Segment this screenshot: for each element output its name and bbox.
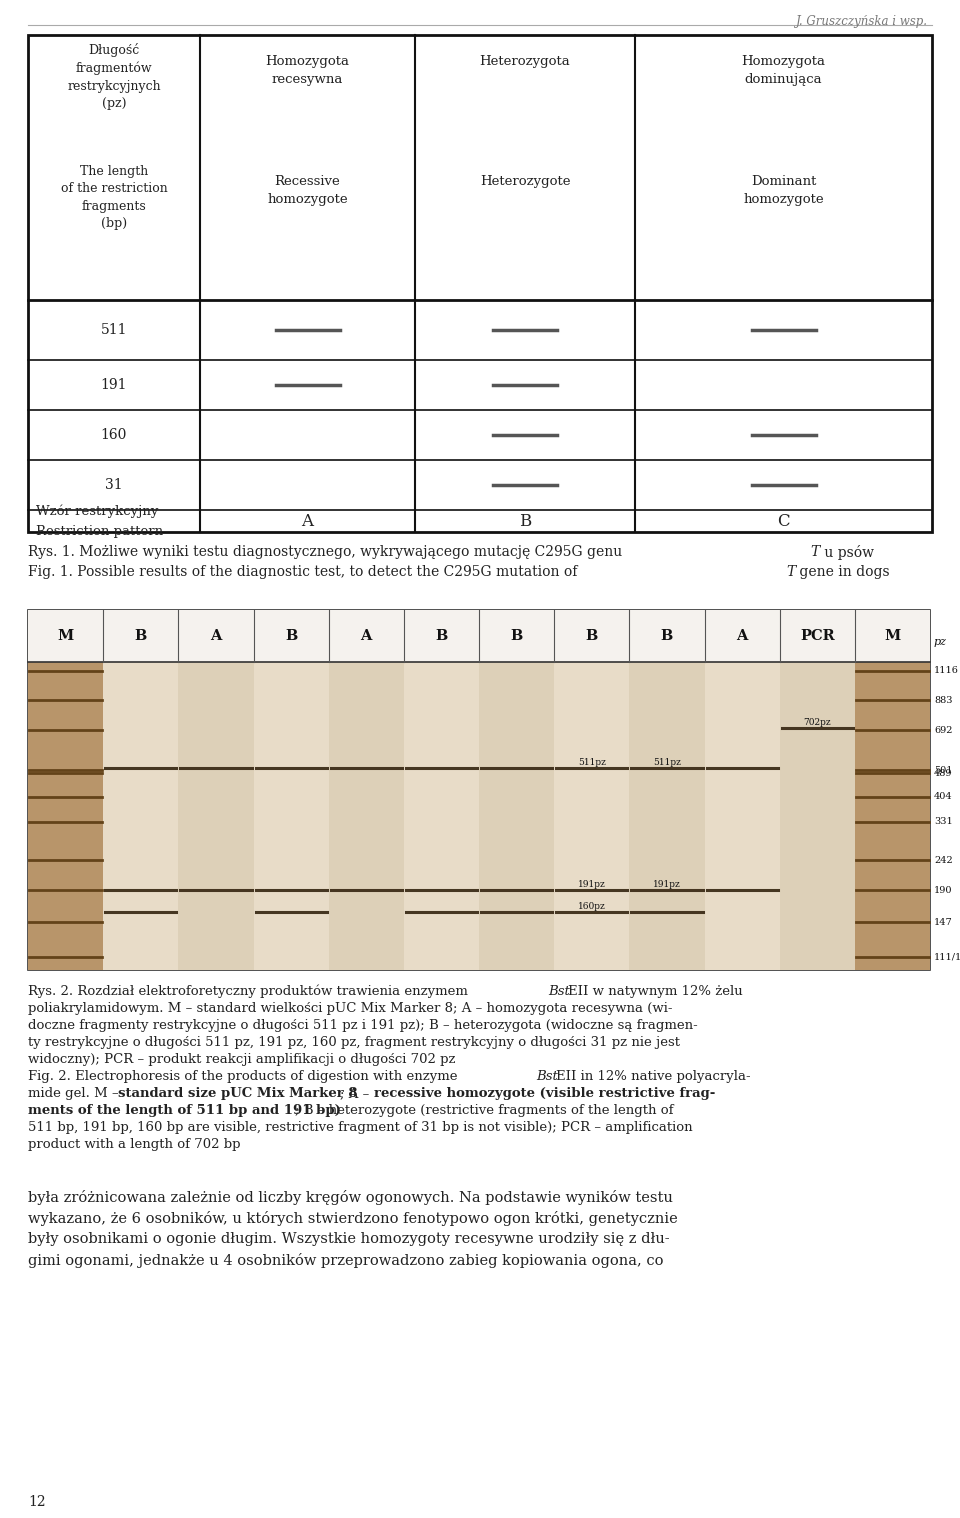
Text: 191: 191 <box>101 378 128 392</box>
Text: ty restrykcyjne o długości 511 pz, 191 pz, 160 pz, fragment restrykcyjny o długo: ty restrykcyjne o długości 511 pz, 191 p… <box>28 1035 680 1049</box>
Text: 242: 242 <box>934 856 952 865</box>
Text: 147: 147 <box>934 918 952 927</box>
Text: 111/110: 111/110 <box>934 953 960 961</box>
Text: B: B <box>511 628 522 644</box>
Text: 190: 190 <box>934 887 952 896</box>
Text: 1116: 1116 <box>934 666 959 676</box>
Text: ; A –: ; A – <box>340 1087 373 1101</box>
Text: u psów: u psów <box>820 545 874 560</box>
Text: 489: 489 <box>934 768 952 777</box>
Text: pz: pz <box>934 638 947 647</box>
Text: ments of the length of 511 bp and 191 bp): ments of the length of 511 bp and 191 bp… <box>28 1104 341 1117</box>
Text: C: C <box>778 513 790 530</box>
Text: B: B <box>134 628 147 644</box>
Text: product with a length of 702 bp: product with a length of 702 bp <box>28 1138 241 1151</box>
Text: 511pz: 511pz <box>653 757 681 767</box>
Text: Homozygota
dominująca: Homozygota dominująca <box>741 55 826 85</box>
Text: były osobnikami o ogonie długim. Wszystkie homozygoty recesywne urodziły się z d: były osobnikami o ogonie długim. Wszystk… <box>28 1233 670 1246</box>
Text: T: T <box>786 565 795 578</box>
Text: A: A <box>361 628 372 644</box>
Bar <box>253 662 328 970</box>
Text: wykazano, że 6 osobników, u których stwierdzono fenotypowo ogon krótki, genetycz: wykazano, że 6 osobników, u których stwi… <box>28 1211 678 1227</box>
Text: Bst: Bst <box>548 985 570 997</box>
Bar <box>28 662 103 970</box>
Text: 501: 501 <box>934 765 952 774</box>
Text: Recessive
homozygote: Recessive homozygote <box>267 175 348 205</box>
Text: A: A <box>301 513 314 530</box>
Text: 404: 404 <box>934 792 952 802</box>
Text: 331: 331 <box>934 817 952 826</box>
Text: A: A <box>736 628 748 644</box>
Text: PCR: PCR <box>800 628 834 644</box>
Text: Heterozygota: Heterozygota <box>480 55 570 68</box>
Text: standard size pUC Mix Marker 8: standard size pUC Mix Marker 8 <box>118 1087 357 1101</box>
Text: T: T <box>810 545 819 559</box>
Text: była zróżnicowana zależnie od liczby kręgów ogonowych. Na podstawie wyników test: była zróżnicowana zależnie od liczby krę… <box>28 1190 673 1205</box>
Text: 31: 31 <box>106 478 123 492</box>
Bar <box>404 662 479 970</box>
Text: Dominant
homozygote: Dominant homozygote <box>743 175 824 205</box>
Bar <box>705 662 780 970</box>
Text: recessive homozygote (visible restrictive frag-: recessive homozygote (visible restrictiv… <box>374 1087 715 1101</box>
Text: Homozygota
recesywna: Homozygota recesywna <box>266 55 349 85</box>
Text: mide gel. M –: mide gel. M – <box>28 1087 123 1101</box>
Text: gene in dogs: gene in dogs <box>795 565 890 578</box>
Text: 511: 511 <box>101 323 128 337</box>
Text: 191pz: 191pz <box>653 880 681 890</box>
Text: ; B – heterozygote (restrictive fragments of the length of: ; B – heterozygote (restrictive fragment… <box>295 1104 674 1117</box>
Text: EII w natywnym 12% żelu: EII w natywnym 12% żelu <box>568 985 743 997</box>
Bar <box>554 662 630 970</box>
Text: doczne fragmenty restrykcyjne o długości 511 pz i 191 pz); B – heterozygota (wid: doczne fragmenty restrykcyjne o długości… <box>28 1019 698 1032</box>
Text: M: M <box>58 628 74 644</box>
Bar <box>630 662 705 970</box>
Bar <box>780 662 854 970</box>
Text: 191pz: 191pz <box>578 880 606 890</box>
Text: gimi ogonami, jednakże u 4 osobników przeprowadzono zabieg kopiowania ogona, co: gimi ogonami, jednakże u 4 osobników prz… <box>28 1252 663 1268</box>
Text: widoczny); PCR – produkt reakcji amplifikacji o długości 702 pz: widoczny); PCR – produkt reakcji amplifi… <box>28 1053 455 1066</box>
Bar <box>28 610 930 970</box>
Text: 511 bp, 191 bp, 160 bp are visible, restrictive fragment of 31 bp is not visible: 511 bp, 191 bp, 160 bp are visible, rest… <box>28 1120 692 1134</box>
Bar <box>854 662 930 970</box>
Bar <box>479 662 554 970</box>
Text: B: B <box>660 628 673 644</box>
Text: A: A <box>210 628 222 644</box>
Text: Bst: Bst <box>536 1070 558 1082</box>
Bar <box>328 662 404 970</box>
Text: Wzór restrykcyjny: Wzór restrykcyjny <box>36 504 158 518</box>
Text: Rys. 1. Możliwe wyniki testu diagnostycznego, wykrywającego mutację C295G genu: Rys. 1. Możliwe wyniki testu diagnostycz… <box>28 545 627 559</box>
Text: Restriction pattern: Restriction pattern <box>36 525 163 537</box>
Text: Fig. 2. Electrophoresis of the products of digestion with enzyme: Fig. 2. Electrophoresis of the products … <box>28 1070 462 1082</box>
Text: Fig. 1. Possible results of the diagnostic test, to detect the C295G mutation of: Fig. 1. Possible results of the diagnost… <box>28 565 582 578</box>
Bar <box>28 610 930 662</box>
Text: B: B <box>518 513 531 530</box>
Text: 883: 883 <box>934 695 952 704</box>
Text: Długość
fragmentów
restrykcyjnych
(pz): Długość fragmentów restrykcyjnych (pz) <box>67 43 161 111</box>
Text: 12: 12 <box>28 1495 46 1509</box>
Text: The length
of the restriction
fragments
(bp): The length of the restriction fragments … <box>60 165 167 231</box>
Text: 160: 160 <box>101 428 127 442</box>
Text: 160pz: 160pz <box>578 902 606 911</box>
Text: Heterozygote: Heterozygote <box>480 175 570 188</box>
Text: Rys. 2. Rozdział elektroforetyczny produktów trawienia enzymem: Rys. 2. Rozdział elektroforetyczny produ… <box>28 985 472 999</box>
Text: J. Gruszczyńska i wsp.: J. Gruszczyńska i wsp. <box>796 15 928 27</box>
Text: 702pz: 702pz <box>804 718 831 727</box>
Text: B: B <box>435 628 447 644</box>
Text: B: B <box>285 628 298 644</box>
Text: 692: 692 <box>934 726 952 735</box>
Text: poliakrylamidowym. M – standard wielkości pUC Mix Marker 8; A – homozygota reces: poliakrylamidowym. M – standard wielkośc… <box>28 1002 673 1016</box>
Bar <box>103 662 179 970</box>
Bar <box>28 35 932 531</box>
Text: B: B <box>586 628 598 644</box>
Text: M: M <box>884 628 900 644</box>
Text: EII in 12% native polyacryla-: EII in 12% native polyacryla- <box>556 1070 751 1082</box>
Bar <box>179 662 253 970</box>
Text: 511pz: 511pz <box>578 757 606 767</box>
